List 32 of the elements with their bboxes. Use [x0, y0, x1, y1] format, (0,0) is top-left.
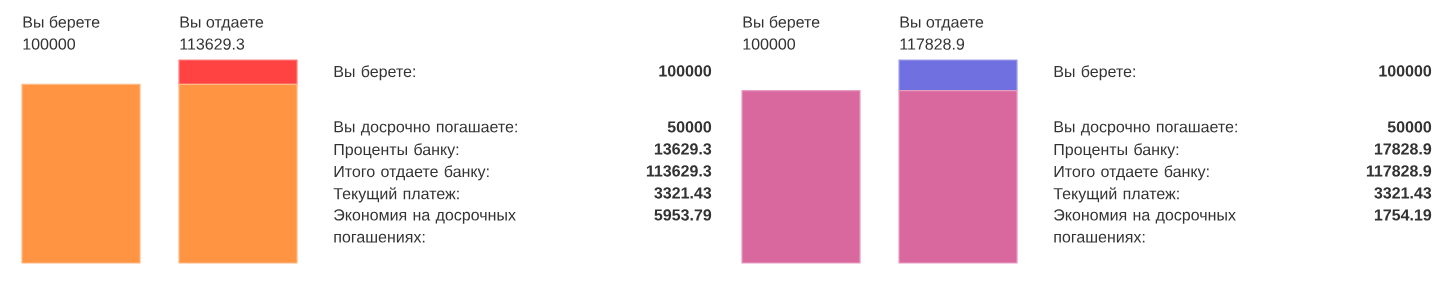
- annotation: 113629.3: [646, 165, 712, 177]
- text: 1754.19: [1374, 209, 1432, 221]
- text: Экономия на досрочных погашениях:: [334, 209, 516, 243]
- text: Текущий платеж:: [333, 187, 459, 203]
- text: Итого отдаете банку:: [1054, 165, 1209, 181]
- text: Вы досрочно погашаете:: [334, 121, 517, 136]
- text: Вы досрочно погашаете:: [1054, 121, 1237, 136]
- text: Вы берете:: [334, 65, 415, 81]
- annotation: 5953.79: [654, 209, 712, 221]
- annotation: 13629.3: [654, 143, 712, 155]
- x-tick-label: Вы берете: [23, 15, 100, 31]
- text: 117828.9: [1366, 165, 1432, 177]
- data-label: 100000: [743, 38, 796, 50]
- x-tick-label: Вы отдаете: [900, 16, 984, 31]
- annotation: 3321.43: [654, 187, 712, 199]
- data-label: 100000: [23, 38, 76, 50]
- text: 50000: [1387, 121, 1432, 133]
- text: Вы берете:: [1054, 65, 1135, 81]
- text: Проценты банку:: [1054, 143, 1179, 159]
- total-label: 117828.9: [900, 38, 965, 50]
- text: Итого отдаете банку:: [334, 165, 489, 181]
- text: 100000: [1379, 65, 1432, 77]
- total-label: 113629.3: [180, 38, 245, 50]
- annotation: 100000: [659, 65, 712, 77]
- x-tick-label: Вы берете: [743, 15, 820, 31]
- text: 3321.43: [1374, 187, 1432, 199]
- text: 17828.9: [1374, 143, 1432, 155]
- text: Проценты банку:: [334, 143, 459, 159]
- annotation: 50000: [667, 121, 712, 133]
- text: Экономия на досрочных погашениях:: [1054, 209, 1236, 243]
- text: Текущий платеж:: [1053, 187, 1179, 203]
- x-tick-label: Вы отдаете: [180, 16, 264, 31]
